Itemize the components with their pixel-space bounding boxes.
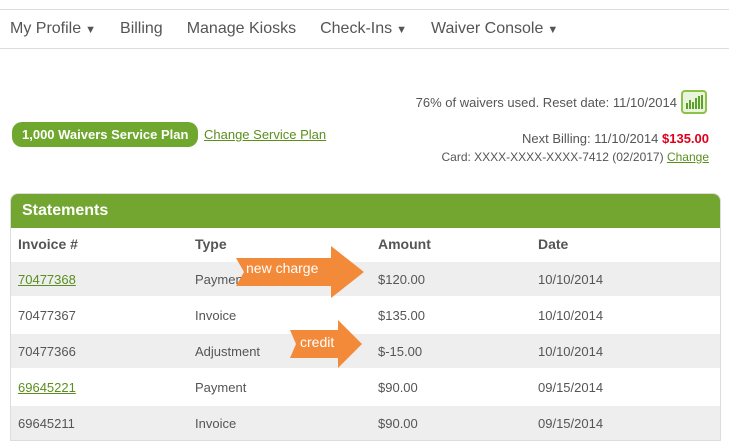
invoice-number: 69645211: [18, 415, 75, 431]
table-row: 69645221 Payment $90.00 09/15/2014: [11, 370, 720, 406]
table-row: 70477368 Payment $120.00 10/10/2014: [11, 262, 720, 298]
type: Invoice: [195, 415, 237, 431]
invoice-number[interactable]: 69645221: [18, 379, 76, 395]
type: Payment: [195, 271, 247, 287]
amount: $90.00: [378, 415, 418, 431]
table-row: 70477367 Invoice $135.00 10/10/2014: [11, 298, 720, 334]
nav-label: Check-Ins: [320, 20, 393, 37]
nav-label: Manage Kiosks: [186, 20, 297, 37]
billing-info: Next Billing: 11/10/2014 $135.00 Card: X…: [441, 130, 709, 166]
type: Payment: [195, 379, 247, 395]
statements-title: Statements: [11, 194, 720, 228]
next-billing-amount: $135.00: [662, 131, 709, 146]
waiver-usage-text: 76% of waivers used. Reset date: 11/10/2…: [415, 95, 677, 110]
date: 10/10/2014: [538, 271, 604, 287]
amount: $-15.00: [378, 343, 423, 359]
credit-annotation: credit: [290, 320, 370, 372]
column-amount: Amount: [378, 236, 431, 252]
statements-panel: Statements Invoice # Type Amount Date 70…: [10, 193, 721, 441]
date: 10/10/2014: [538, 343, 604, 359]
date: 09/15/2014: [538, 415, 604, 431]
column-date: Date: [538, 236, 569, 252]
caret-down-icon: ▼: [85, 24, 97, 36]
nav-label: My Profile: [10, 20, 82, 37]
column-invoice: Invoice #: [18, 236, 78, 252]
type: Invoice: [195, 307, 237, 323]
invoice-number[interactable]: 70477368: [18, 271, 76, 287]
invoice-number: 70477366: [18, 343, 76, 359]
amount: $90.00: [378, 379, 418, 395]
invoice-number: 70477367: [18, 307, 76, 323]
nav-item-billing[interactable]: Billing: [120, 20, 163, 38]
caret-down-icon: ▼: [547, 24, 559, 36]
column-type: Type: [195, 236, 227, 252]
credit-label: credit: [300, 334, 335, 350]
change-service-plan-link[interactable]: Change Service Plan: [204, 127, 327, 142]
table-row: 69645211 Invoice $90.00 09/15/2014: [11, 406, 720, 440]
nav-item-manage-kiosks[interactable]: Manage Kiosks: [187, 20, 296, 38]
date: 09/15/2014: [538, 379, 604, 395]
date: 10/10/2014: [538, 307, 604, 323]
next-billing-label: Next Billing: 11/10/2014: [522, 131, 659, 146]
table-header: Invoice # Type Amount Date: [11, 228, 720, 262]
amount: $120.00: [378, 271, 425, 287]
type: Adjustment: [195, 343, 261, 359]
top-nav: My Profile ▼ Billing Manage Kiosks Check-Ins…: [0, 9, 729, 49]
service-plan-badge: 1,000 Waivers Service Plan: [12, 122, 199, 147]
table-row: 70477366 Adjustment $-15.00 10/10/2014: [11, 334, 720, 370]
bar-chart-icon[interactable]: [681, 90, 707, 114]
caret-down-icon: ▼: [396, 24, 408, 36]
new-charge-annotation: new charge: [236, 246, 366, 298]
nav-item-waiver-console[interactable]: Waiver Console ▼: [431, 20, 558, 38]
change-card-link[interactable]: Change: [666, 150, 709, 164]
nav-label: Billing: [120, 20, 163, 37]
amount: $135.00: [378, 307, 425, 323]
nav-item-check-ins[interactable]: Check-Ins ▼: [320, 20, 407, 38]
nav-item-my-profile[interactable]: My Profile ▼: [10, 20, 96, 38]
card-info: Card: XXXX-XXXX-XXXX-7412 (02/2017): [441, 150, 664, 164]
nav-label: Waiver Console: [431, 20, 544, 37]
new-charge-label: new charge: [246, 260, 319, 276]
